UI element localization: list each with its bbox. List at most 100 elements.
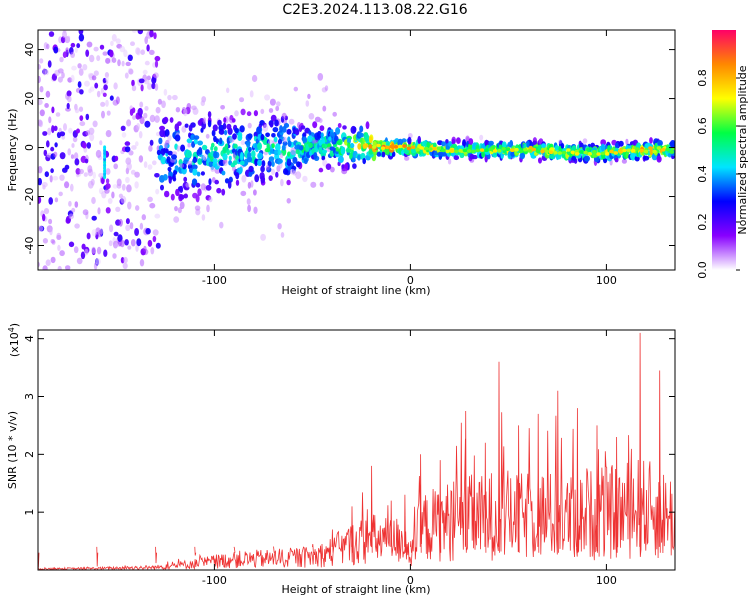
spectrogram-cell — [201, 214, 206, 221]
spectrogram-cell — [53, 125, 58, 131]
spectrogram-cell — [139, 101, 144, 108]
spectrogram-cell — [80, 251, 86, 260]
spectrogram-cell — [656, 155, 662, 163]
spectrogram-cell — [189, 167, 194, 173]
y-tick-label: 4 — [23, 335, 36, 342]
spectrogram-cell — [51, 106, 55, 114]
y-tick-label: -20 — [23, 188, 36, 206]
spectrogram-cell — [177, 207, 182, 214]
spectrogram-cell — [248, 146, 252, 153]
spectrogram-cell — [66, 102, 70, 110]
spectrogram-cell — [223, 117, 227, 123]
spectrogram-cell — [54, 142, 58, 148]
spectrogram-cell — [283, 123, 290, 128]
spectrogram-cell — [163, 116, 169, 124]
spectrogram-cell — [656, 146, 662, 150]
spectrogram-cell — [59, 131, 66, 137]
spectrogram-cell — [280, 232, 285, 238]
spectrogram-cell — [87, 165, 93, 173]
spectrogram-cell — [207, 111, 212, 118]
spectrogram-cell — [426, 141, 430, 149]
spectrogram-cell — [609, 149, 614, 154]
spectrogram-cell — [467, 149, 472, 153]
spectrogram-cell — [312, 121, 318, 129]
snr-y-ticks: 1 2 3 4 — [23, 335, 675, 516]
spectrogram-cell — [116, 183, 122, 189]
spectrogram-cell — [38, 177, 42, 186]
spectrogram-cell — [122, 262, 128, 270]
spectrogram-cell — [130, 239, 136, 247]
spectrogram-cell — [125, 224, 131, 232]
spectrogram-cell — [105, 183, 111, 190]
spectrogram-cell — [226, 87, 230, 94]
spectrogram-cell — [283, 168, 289, 175]
spectrogram-cell — [50, 168, 54, 174]
spectrogram-cell — [86, 232, 91, 240]
spectrogram-cell — [111, 57, 117, 63]
spectrogram-cell — [104, 72, 109, 78]
spectrogram-y-ticks: -40 -20 0 20 40 — [23, 43, 675, 255]
spectrogram-cell — [198, 147, 203, 155]
spectrogram-cell — [410, 145, 416, 150]
x-tick-label: 100 — [596, 274, 617, 287]
spectrogram-cell — [137, 30, 143, 35]
spectrogram-cell — [574, 152, 580, 156]
spectrogram-cell — [205, 133, 210, 139]
spectrogram-cell — [138, 78, 145, 84]
spectrogram-cell — [639, 148, 644, 153]
spectrogram-cell — [247, 122, 252, 129]
spectrogram-cell — [625, 138, 629, 145]
spectrogram-cell — [141, 214, 146, 221]
x-tick-label: -100 — [202, 574, 227, 587]
spectrogram-cell — [101, 110, 105, 119]
spectrogram-cell — [202, 117, 207, 125]
spectrogram-cell — [125, 218, 130, 225]
spectrogram-cell — [167, 134, 172, 142]
spectrogram-cell — [404, 155, 410, 161]
spectrogram-cell — [246, 198, 251, 206]
spectrogram-cell — [187, 142, 191, 148]
spectrogram-cell — [147, 196, 153, 202]
spectrogram-cell — [149, 202, 156, 209]
spectrogram-cell — [131, 30, 137, 33]
spectrogram-cell — [269, 149, 274, 154]
spectrogram-cell — [253, 110, 258, 117]
spectrogram-cell — [87, 180, 94, 189]
spectrogram-cell — [39, 86, 44, 93]
spectrogram-cell — [260, 233, 266, 241]
spectrogram-cell — [100, 87, 105, 95]
snr-frame — [37, 329, 676, 571]
y-tick-label: -40 — [23, 237, 36, 255]
spectrogram-cell — [108, 240, 113, 247]
spectrogram-cell — [49, 175, 53, 183]
spectrogram-cell — [488, 147, 493, 151]
spectrogram-cell — [293, 86, 298, 92]
spectrogram-cell — [201, 144, 208, 151]
spectrogram-cell — [376, 151, 382, 157]
spectrogram-cell — [417, 135, 422, 144]
spectrogram-cell — [79, 121, 86, 127]
spectrogram-cell — [484, 148, 489, 152]
spectrogram-cell — [70, 42, 76, 48]
spectrogram-cell — [462, 139, 466, 147]
spectrogram-cell — [363, 143, 369, 149]
spectrogram-cell — [38, 120, 43, 128]
spectrogram-cell — [167, 166, 172, 172]
spectrogram-cell — [84, 80, 90, 87]
spectrogram-cell — [296, 161, 301, 168]
spectrogram-cell — [144, 120, 151, 128]
spectrogram-cell — [147, 164, 153, 170]
spectrogram-cell — [163, 88, 168, 96]
spectrogram-cell — [335, 127, 341, 135]
spectrogram-cell — [260, 133, 265, 141]
spectrogram-cell — [210, 145, 214, 151]
spectrogram-cell — [96, 90, 101, 98]
spectrogram-cell — [42, 131, 48, 136]
spectrogram-cell — [617, 149, 623, 154]
colorbar-tick-label: 0.2 — [696, 213, 709, 231]
spectrogram-cell — [170, 193, 175, 201]
spectrogram-cell — [74, 223, 80, 229]
spectrogram-cell — [596, 152, 601, 156]
spectrogram-cell — [228, 155, 232, 161]
